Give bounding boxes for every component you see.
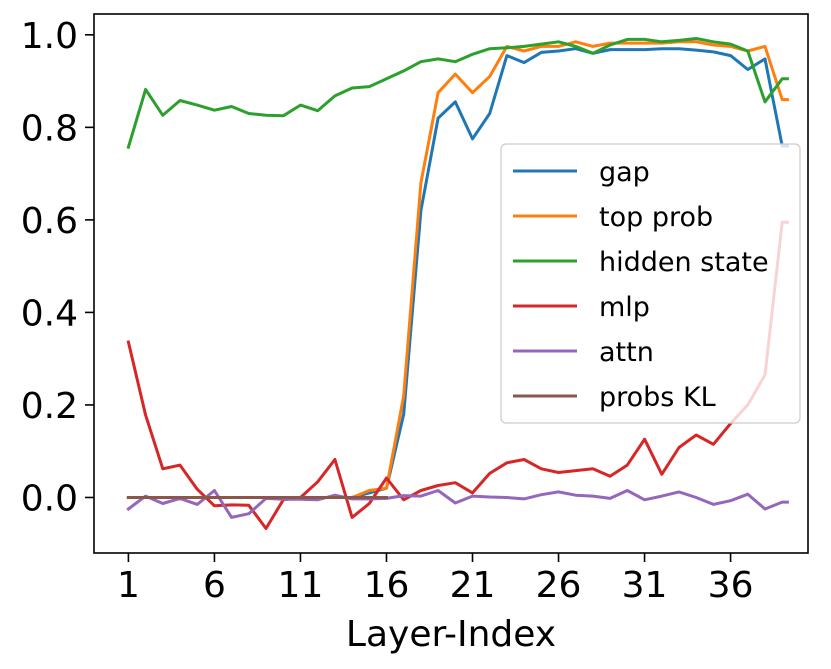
y-tick-label: 0.2 bbox=[21, 386, 78, 427]
x-tick-label: 21 bbox=[450, 565, 496, 606]
x-tick-label: 1 bbox=[117, 565, 140, 606]
x-tick-label: 26 bbox=[536, 565, 582, 606]
x-tick-label: 36 bbox=[708, 565, 754, 606]
y-tick-label: 0.4 bbox=[21, 293, 78, 334]
axes: 1 6 11 16 21 26 31 360.00.20.40.60.81.0 bbox=[21, 13, 809, 606]
legend-box bbox=[500, 143, 801, 424]
plot-area bbox=[126, 37, 789, 530]
x-axis-label: Layer-Index bbox=[346, 614, 556, 655]
legend-label-mlp: mlp bbox=[599, 292, 650, 323]
legend-label-hidden-state: hidden state bbox=[599, 247, 769, 278]
x-tick-label: 16 bbox=[364, 565, 410, 606]
plot-frame bbox=[93, 13, 809, 554]
y-tick-label: 0.0 bbox=[21, 478, 78, 519]
legend-label-probs-KL: probs KL bbox=[599, 382, 716, 413]
legend-label-attn: attn bbox=[599, 337, 654, 368]
series-line-mlp bbox=[126, 220, 789, 530]
x-tick-label: 31 bbox=[622, 565, 668, 606]
legend-label-top-prob: top prob bbox=[599, 202, 713, 233]
x-tick-label: 6 bbox=[203, 565, 226, 606]
y-tick-label: 0.6 bbox=[21, 201, 78, 242]
y-tick-label: 1.0 bbox=[21, 16, 78, 57]
series-line-attn bbox=[126, 489, 789, 519]
x-tick-label: 11 bbox=[278, 565, 324, 606]
legend: gap top prob hidden state mlp attn probs KL bbox=[500, 143, 801, 424]
series-line-hidden-state bbox=[126, 37, 789, 150]
y-tick-label: 0.8 bbox=[21, 108, 78, 149]
legend-label-gap: gap bbox=[599, 157, 650, 188]
